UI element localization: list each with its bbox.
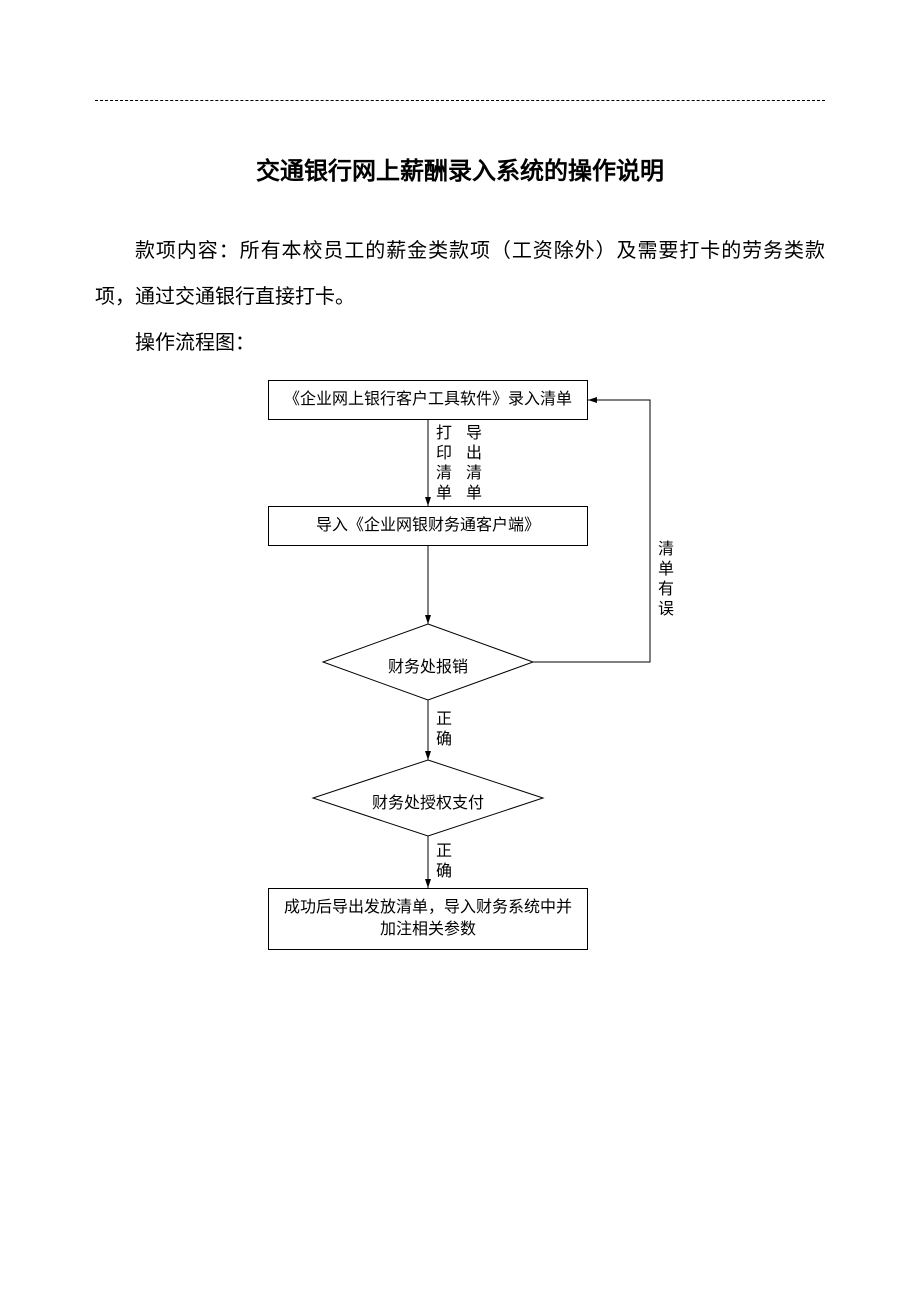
edge-label-feedback: 清 单 有 误 (658, 540, 674, 620)
char: 正 (436, 842, 452, 862)
char: 单 (466, 484, 482, 504)
char: 打 (436, 424, 452, 444)
edge-label-n1n2-right: 导 出 清 单 (466, 424, 482, 504)
node-n5: 成功后导出发放清单，导入财务系统中并加注相关参数 (268, 888, 588, 950)
page-title: 交通银行网上薪酬录入系统的操作说明 (95, 151, 825, 186)
node-n2: 导入《企业网银财务通客户端》 (268, 506, 588, 546)
char: 单 (658, 560, 674, 580)
edge-label-n1n2: 打 印 清 单 导 出 清 单 (436, 424, 482, 504)
edge-label-n1n2-left: 打 印 清 单 (436, 424, 452, 504)
intro-paragraph: 款项内容：所有本校员工的薪金类款项（工资除外）及需要打卡的劳务类款项，通过交通银… (95, 228, 825, 320)
char: 有 (658, 580, 674, 600)
char: 清 (436, 464, 452, 484)
char: 清 (466, 464, 482, 484)
header-divider (95, 100, 825, 101)
char: 误 (658, 600, 674, 620)
edge-label-n3n4: 正 确 (436, 710, 452, 750)
char: 导 (466, 424, 482, 444)
flowchart-heading: 操作流程图： (95, 320, 825, 366)
char: 清 (658, 540, 674, 560)
node-n4-label: 财务处授权支付 (372, 789, 484, 813)
node-n1: 《企业网上银行客户工具软件》录入清单 (268, 380, 588, 420)
char: 正 (436, 710, 452, 730)
char: 印 (436, 444, 452, 464)
document-page: 交通银行网上薪酬录入系统的操作说明 款项内容：所有本校员工的薪金类款项（工资除外… (0, 0, 920, 1000)
char: 单 (436, 484, 452, 504)
char: 确 (436, 730, 452, 750)
node-n3-label: 财务处报销 (388, 653, 468, 677)
char: 确 (436, 862, 452, 882)
flowchart: 《企业网上银行客户工具软件》录入清单 导入《企业网银财务通客户端》 成功后导出发… (210, 380, 710, 1000)
edge-label-n4n5: 正 确 (436, 842, 452, 882)
char: 出 (466, 444, 482, 464)
